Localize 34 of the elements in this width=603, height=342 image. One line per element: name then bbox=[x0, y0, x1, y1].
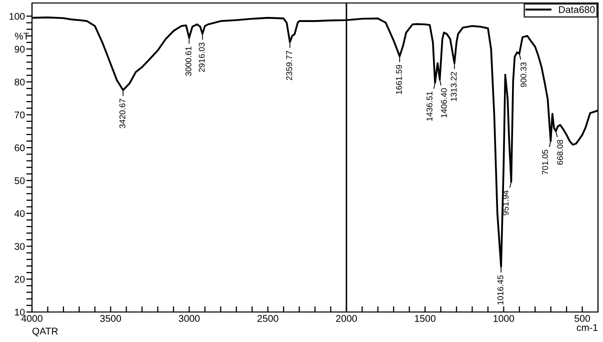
annotation: 1661.59 bbox=[396, 64, 402, 94]
y-tick-label: 40 bbox=[14, 210, 25, 217]
text: QATR bbox=[32, 328, 58, 336]
x-tick-label: 1000 bbox=[494, 315, 514, 322]
legend-label: Data680 bbox=[559, 6, 595, 14]
annotation: 3420.67 bbox=[119, 98, 126, 128]
x-axis-title: cm-1 bbox=[576, 324, 598, 331]
x-tick-label: 500 bbox=[574, 315, 590, 322]
annotation: 1016.45 bbox=[497, 275, 504, 304]
annotation: 1313.22 bbox=[450, 72, 457, 101]
x-tick-label: 3000 bbox=[178, 315, 200, 322]
x-tick-label: 2000 bbox=[336, 315, 357, 322]
annotation: 701.05 bbox=[542, 150, 548, 174]
y-tick-label: 20 bbox=[14, 276, 25, 283]
y-tick-label: 60 bbox=[14, 144, 25, 152]
annotation: 3000.61 bbox=[185, 46, 192, 76]
y-axis-title: %T bbox=[14, 32, 29, 40]
x-tick-label: 2500 bbox=[258, 315, 278, 322]
y-tick-label: 100 bbox=[10, 12, 25, 20]
x-tick-label: 4000 bbox=[21, 315, 42, 322]
annotation: 1406.40 bbox=[440, 88, 447, 118]
annotation: 1436.51 bbox=[426, 92, 432, 121]
annotation: 668.08 bbox=[557, 140, 563, 165]
y-tick-label: 70 bbox=[14, 112, 25, 118]
y-tick-label: 50 bbox=[14, 177, 25, 184]
y-tick-label: 80 bbox=[14, 78, 25, 86]
x-tick-label: 1500 bbox=[414, 315, 436, 322]
x-tick-label: 3500 bbox=[100, 315, 122, 322]
y-tick-label: 90 bbox=[14, 46, 25, 53]
annotation: 900.33 bbox=[520, 62, 526, 88]
y-tick-label: 10 bbox=[14, 308, 25, 316]
annotation: 2359.77 bbox=[286, 50, 292, 80]
y-tick-label: 30 bbox=[14, 242, 25, 250]
annotation: 2916.03 bbox=[198, 42, 205, 72]
